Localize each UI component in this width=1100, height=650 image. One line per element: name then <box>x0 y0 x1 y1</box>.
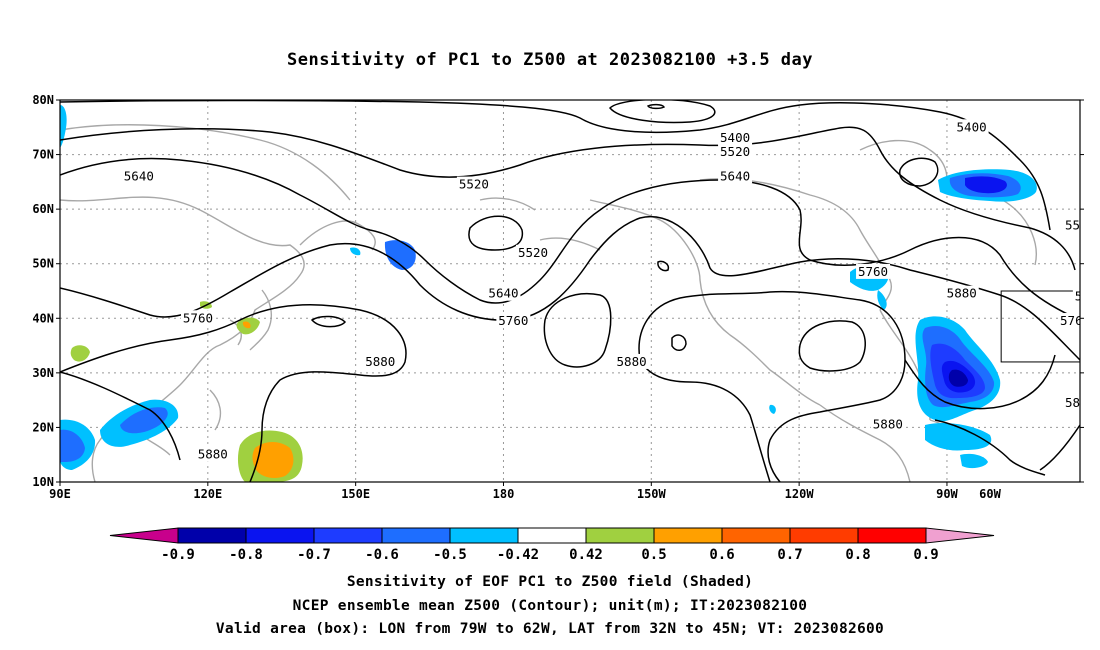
lat-tick-label: 30N <box>32 366 54 380</box>
svg-text:5760: 5760 <box>183 310 213 325</box>
contour-labels: 5640552054005520564054005520552056405760… <box>121 119 1100 462</box>
plot-area <box>60 100 1080 482</box>
longitude-labels: 90E 120E 150E 180 150W 120W 90W 60W <box>49 487 1001 501</box>
colorbar-segment <box>789 527 859 544</box>
lon-tick-label: 90E <box>49 487 71 501</box>
contour-label: 5760 <box>496 313 531 329</box>
colorbar-label: 0.42 <box>569 547 603 563</box>
svg-text:5880: 5880 <box>1065 395 1095 410</box>
contour-label: 5880 <box>1063 394 1095 410</box>
svg-text:5880: 5880 <box>617 354 647 369</box>
valid-area-box <box>1000 290 1080 363</box>
caption-line-2: NCEP ensemble mean Z500 (Contour); unit(… <box>292 598 808 614</box>
svg-text:5880: 5880 <box>947 286 977 301</box>
colorbar-label: -0.42 <box>497 547 539 563</box>
svg-text:5880: 5880 <box>365 354 395 369</box>
contour-label: 5640 <box>1072 288 1100 304</box>
contour-label: 5880 <box>195 446 230 462</box>
latitude-labels: 80N 70N 60N 50N 40N 30N 20N 10N <box>32 93 54 489</box>
lon-tick-label: 150W <box>637 487 667 501</box>
colorbar-high-extend <box>925 527 995 544</box>
contour-label: 5880 <box>944 285 979 301</box>
contour-label: 5520 <box>516 245 551 260</box>
svg-text:5640: 5640 <box>124 168 154 183</box>
svg-text:5520: 5520 <box>1065 218 1095 233</box>
axis-ticks <box>56 99 1084 486</box>
contour-label: 5880 <box>614 353 649 369</box>
svg-text:5640: 5640 <box>720 168 750 183</box>
colorbar-segment <box>245 527 315 544</box>
contour-label: 5880 <box>363 353 398 369</box>
svg-text:5880: 5880 <box>873 417 903 432</box>
svg-text:5880: 5880 <box>198 447 228 462</box>
z500-contours <box>60 100 1080 482</box>
colorbar-label: 0.8 <box>845 547 870 563</box>
colorbar-label: -0.9 <box>161 547 195 563</box>
colorbar-label: 0.7 <box>777 547 802 563</box>
lon-tick-label: 150E <box>341 487 370 501</box>
svg-text:5760: 5760 <box>498 313 528 328</box>
colorbar-label: -0.8 <box>229 547 263 563</box>
colorbar-label: -0.7 <box>297 547 331 563</box>
colorbar-label: 0.5 <box>641 547 666 563</box>
colorbar-label: -0.5 <box>433 547 467 563</box>
colorbar-segment <box>653 527 723 544</box>
lat-tick-label: 70N <box>32 148 54 162</box>
contour-label: 5760 <box>180 310 215 326</box>
lon-tick-label: 90W <box>936 487 958 501</box>
lon-tick-label: 180 <box>493 487 515 501</box>
contour-label: 5640 <box>718 168 753 184</box>
colorbar-segment <box>381 527 451 544</box>
svg-text:5520: 5520 <box>459 177 489 192</box>
colorbar-segment <box>721 527 791 544</box>
svg-text:5520: 5520 <box>720 144 750 159</box>
svg-text:5400: 5400 <box>957 119 987 134</box>
contour-label: 5640 <box>486 285 521 301</box>
lat-tick-label: 80N <box>32 93 54 107</box>
colorbar-segment <box>313 527 383 544</box>
contour-label: 5520 <box>1063 217 1095 233</box>
svg-text:5760: 5760 <box>858 264 888 279</box>
lon-tick-label: 120E <box>193 487 222 501</box>
contour-label: 5880 <box>870 416 905 432</box>
caption-line-3: Valid area (box): LON from 79W to 62W, L… <box>215 621 885 637</box>
sensitivity-shading <box>60 105 1037 482</box>
lat-tick-label: 10N <box>32 475 54 489</box>
lon-tick-label: 120W <box>785 487 815 501</box>
contour-label: 5640 <box>121 168 156 184</box>
contour-label: 5760 <box>1058 313 1090 329</box>
lat-tick-label: 20N <box>32 420 54 434</box>
colorbar-label: 0.6 <box>709 547 734 563</box>
colorbar-label: 0.9 <box>913 547 938 563</box>
svg-text:5640: 5640 <box>488 286 518 301</box>
page-title: Sensitivity of PC1 to Z500 at 2023082100… <box>286 50 813 70</box>
lat-tick-label: 40N <box>32 311 54 325</box>
plot-frame <box>59 99 1081 483</box>
colorbar: -0.9 -0.8 -0.7 -0.6 -0.5 -0.42 0.42 0.5 0.6 0.7 0.… <box>109 527 995 563</box>
colorbar-segment <box>449 527 519 544</box>
svg-text:5520: 5520 <box>518 245 548 260</box>
contour-label: 5400 <box>718 130 753 146</box>
contour-label: 5400 <box>954 119 989 134</box>
colorbar-segment <box>177 527 247 544</box>
lat-tick-label: 50N <box>32 257 54 271</box>
lat-tick-label: 60N <box>32 202 54 216</box>
caption-line-1: Sensitivity of EOF PC1 to Z500 field (Sh… <box>346 574 754 590</box>
colorbar-label: -0.6 <box>365 547 399 563</box>
colorbar-segment <box>857 527 927 544</box>
lon-tick-label: 60W <box>979 487 1001 501</box>
svg-text:5760: 5760 <box>1060 313 1090 328</box>
colorbar-segment <box>517 527 587 544</box>
svg-text:5400: 5400 <box>720 130 750 145</box>
contour-label: 5520 <box>456 176 491 192</box>
svg-text:5640: 5640 <box>1075 288 1100 303</box>
contour-label: 5760 <box>856 263 891 279</box>
colorbar-segment <box>585 527 655 544</box>
contour-label: 5520 <box>718 143 753 159</box>
colorbar-low-extend <box>109 527 179 544</box>
